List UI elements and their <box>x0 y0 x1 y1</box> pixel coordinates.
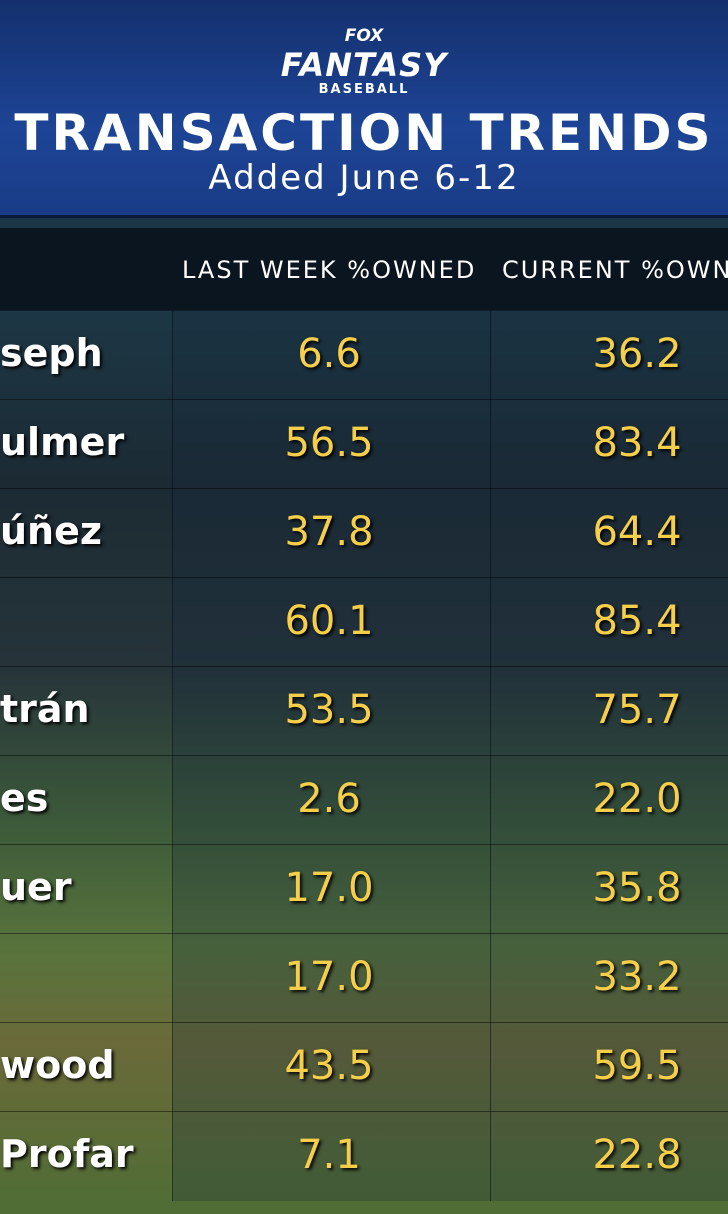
cell <box>172 400 491 489</box>
player-name: Profar <box>0 1132 134 1176</box>
subtitle: Added June 6-12 <box>208 158 520 198</box>
current-owned: 22.0 <box>592 776 682 822</box>
last-week-owned: 17.0 <box>284 865 374 911</box>
table-row: Profar 7.1 22.8 <box>0 1111 728 1201</box>
cell <box>490 311 728 400</box>
last-week-owned: 37.8 <box>284 509 374 555</box>
table-row: ulmer 56.5 83.4 <box>0 399 728 489</box>
current-owned: 83.4 <box>592 420 682 466</box>
player-name: wood <box>0 1043 115 1087</box>
logo-baseball: BASEBALL <box>318 82 410 97</box>
table-row: seph 6.6 36.2 <box>0 310 728 400</box>
last-week-owned: 43.5 <box>284 1043 374 1089</box>
current-owned: 64.4 <box>592 509 682 555</box>
table-row: uer 17.0 35.8 <box>0 844 728 934</box>
player-name: es <box>0 776 49 820</box>
table-row: wood 43.5 59.5 <box>0 1022 728 1112</box>
cell <box>490 934 728 1023</box>
cell <box>172 667 491 756</box>
last-week-owned: 2.6 <box>297 776 361 822</box>
current-owned: 59.5 <box>592 1043 682 1089</box>
cell <box>172 1023 491 1112</box>
player-name: uer <box>0 865 72 909</box>
cell <box>172 489 491 578</box>
cell <box>490 756 728 845</box>
current-owned: 36.2 <box>592 331 682 377</box>
cell <box>490 489 728 578</box>
last-week-owned: 60.1 <box>284 598 374 644</box>
current-owned: 75.7 <box>592 687 682 733</box>
cell <box>490 400 728 489</box>
cell <box>172 845 491 934</box>
table-row: es 2.6 22.0 <box>0 755 728 845</box>
table-row: 17.0 33.2 <box>0 933 728 1023</box>
player-name: trán <box>0 687 90 731</box>
player-name: seph <box>0 331 103 375</box>
player-name: ulmer <box>0 420 125 464</box>
table-row: trán 53.5 75.7 <box>0 666 728 756</box>
cell <box>172 1112 491 1201</box>
cell <box>490 1112 728 1201</box>
table-row: 60.1 85.4 <box>0 577 728 667</box>
last-week-owned: 53.5 <box>284 687 374 733</box>
table-header: LAST WEEK %OWNED CURRENT %OWNE <box>0 228 728 310</box>
player-name: úñez <box>0 509 102 553</box>
cell <box>172 756 491 845</box>
current-owned: 35.8 <box>592 865 682 911</box>
last-week-owned: 17.0 <box>284 954 374 1000</box>
current-owned: 33.2 <box>592 954 682 1000</box>
table-row: úñez 37.8 64.4 <box>0 488 728 578</box>
logo-fantasy: FANTASY <box>280 46 448 84</box>
cell <box>490 578 728 667</box>
cell <box>490 667 728 756</box>
current-owned: 85.4 <box>592 598 682 644</box>
column-header: LAST WEEK %OWNED <box>182 256 477 284</box>
cell <box>172 934 491 1023</box>
title: TRANSACTION TRENDS <box>14 104 714 162</box>
last-week-owned: 56.5 <box>284 420 374 466</box>
current-owned: 22.8 <box>592 1132 682 1178</box>
cell <box>490 1023 728 1112</box>
cell <box>490 845 728 934</box>
logo-fox: FOX <box>344 26 384 46</box>
cell <box>172 578 491 667</box>
header: FOX FANTASY BASEBALL TRANSACTION TRENDS … <box>0 0 728 218</box>
last-week-owned: 7.1 <box>297 1132 361 1178</box>
cell <box>172 311 491 400</box>
last-week-owned: 6.6 <box>297 331 361 377</box>
column-header: CURRENT %OWNE <box>502 256 728 284</box>
